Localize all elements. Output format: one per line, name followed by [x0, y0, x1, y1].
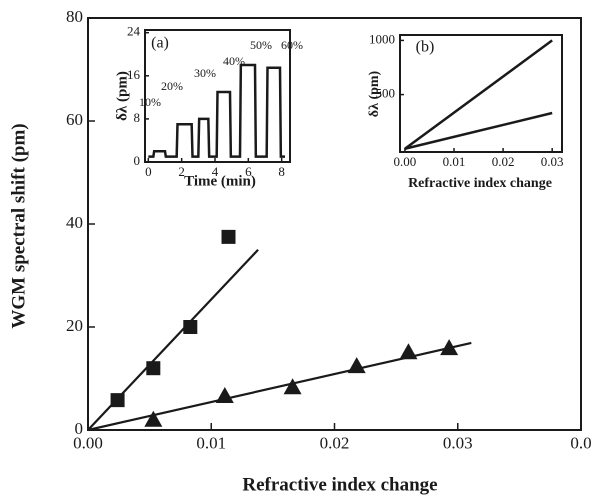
annotation: (a): [151, 35, 169, 52]
triangle-marker: [144, 410, 163, 427]
data-line: [87, 341, 472, 432]
annotation: 40%: [223, 54, 245, 68]
y-tick-label: 8: [134, 110, 141, 125]
x-tick-label: 0.01: [443, 154, 466, 169]
annotation: 10%: [139, 95, 161, 109]
x-tick-label: 0.02: [320, 433, 350, 452]
plot-frame: [399, 34, 563, 153]
square-marker: [183, 320, 198, 334]
annotation: 60%: [281, 38, 303, 52]
data-line: [148, 63, 285, 158]
y-axis-label: δλ (pm): [367, 70, 382, 117]
y-tick-label: 24: [127, 24, 141, 39]
plot-frame: [144, 29, 291, 163]
x-tick-label: 0.02: [492, 154, 515, 169]
y-tick-label: 500: [376, 86, 396, 101]
triangle-marker: [283, 378, 302, 395]
x-tick-label: 0.0: [570, 433, 591, 452]
y-tick-label: 20: [66, 316, 83, 335]
y-tick-label: 1000: [369, 31, 395, 46]
x-tick-label: 0.00: [73, 433, 103, 452]
y-tick-label: 0: [75, 419, 84, 438]
annotation: 30%: [194, 66, 216, 80]
y-axis-label: δλ (pm): [114, 71, 130, 121]
x-axis-label: Time (min): [184, 173, 256, 189]
y-tick-label: 80: [66, 7, 83, 26]
y-tick-label: 16: [127, 67, 141, 82]
y-tick-label: 40: [66, 213, 83, 232]
data-line: [87, 248, 259, 431]
x-tick-label: 4: [212, 164, 219, 179]
square-marker: [221, 229, 236, 244]
x-axis-label: Refractive index change: [242, 474, 437, 495]
data-line: [404, 111, 553, 150]
annotation: 20%: [161, 79, 183, 93]
x-tick-label: 0.03: [443, 433, 473, 452]
x-tick-label: 6: [245, 164, 252, 179]
data-line: [404, 39, 553, 150]
x-tick-label: 0.01: [196, 433, 226, 452]
y-tick-label: 0: [134, 153, 141, 168]
x-tick-label: 0.00: [394, 154, 417, 169]
annotation: 50%: [250, 38, 272, 52]
annotation: (b): [416, 39, 435, 56]
y-tick-label: 60: [66, 110, 83, 129]
y-axis-label: WGM spectral shift (pm): [8, 123, 29, 328]
x-axis-label: Refractive index change: [408, 176, 552, 191]
x-tick-label: 0.03: [541, 154, 564, 169]
x-tick-label: 2: [178, 164, 185, 179]
square-marker: [146, 361, 161, 376]
x-tick-label: 0: [145, 164, 152, 179]
x-tick-label: 8: [278, 164, 285, 179]
